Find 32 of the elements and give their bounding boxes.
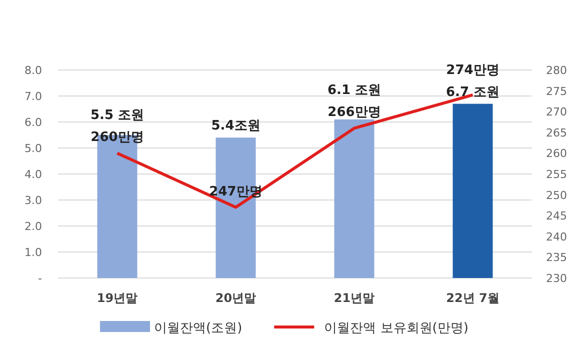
y2-tick-label: 255 — [546, 168, 567, 181]
x-tick-label: 22년 7월 — [446, 291, 500, 305]
y2-tick-label: 275 — [546, 84, 567, 98]
y2-tick-label: 265 — [546, 126, 567, 140]
y2-tick-label: 230 — [546, 272, 567, 285]
data-label: 5.4조원 — [211, 118, 260, 134]
x-tick-label: 19년말 — [96, 291, 138, 305]
x-tick-label: 21년말 — [334, 291, 375, 305]
y-tick-label: 5.0 — [24, 142, 42, 155]
y2-tick-label: 260 — [546, 147, 567, 160]
y2-tick-label: 240 — [546, 230, 567, 244]
y-tick-label: 8.0 — [24, 64, 42, 77]
y2-tick-label: 250 — [546, 188, 567, 202]
y-tick-label: 7.0 — [24, 90, 42, 103]
y2-tick-label: 270 — [546, 106, 567, 119]
y-tick-label: 4.0 — [24, 168, 42, 181]
y-tick-label: 3.0 — [24, 194, 42, 207]
data-label: 6.7 조원 — [446, 84, 500, 100]
legend-label: 이월잔액(조원) — [154, 321, 242, 336]
x-tick-label: 20년말 — [215, 291, 256, 305]
y-tick-label: 6.0 — [24, 116, 42, 129]
y2-tick-label: 235 — [546, 251, 567, 264]
data-label: 266만명 — [328, 105, 381, 120]
y2-tick-label: 280 — [546, 64, 567, 77]
legend-label: 이월잔액 보유회원(만명) — [324, 321, 468, 336]
y2-tick-label: 245 — [546, 210, 567, 223]
y-tick-label: 2.0 — [24, 220, 42, 233]
data-label: 5.5 조원 — [90, 108, 144, 124]
data-label: 274만명 — [446, 62, 500, 78]
y-tick-label: 1.0 — [24, 246, 42, 259]
data-label: 6.1 조원 — [327, 83, 382, 98]
y-tick-label: - — [38, 272, 42, 285]
